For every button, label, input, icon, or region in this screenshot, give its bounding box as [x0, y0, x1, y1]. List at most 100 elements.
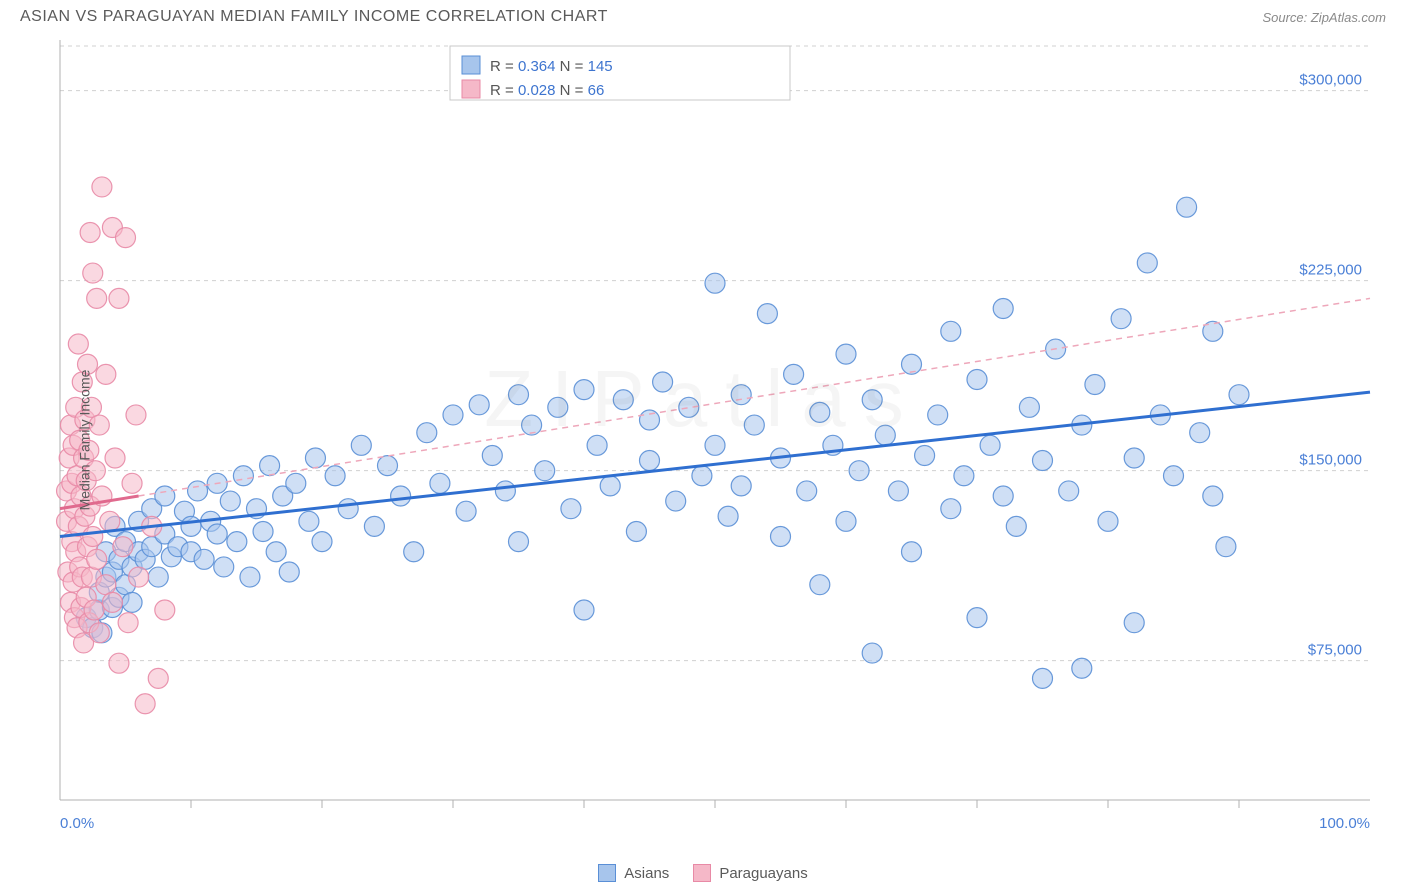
data-point	[122, 592, 142, 612]
data-point	[1033, 451, 1053, 471]
data-point	[404, 542, 424, 562]
stats-swatch	[462, 80, 480, 98]
stats-swatch	[462, 56, 480, 74]
data-point	[443, 405, 463, 425]
data-point	[1137, 253, 1157, 273]
data-point	[784, 364, 804, 384]
data-point	[430, 473, 450, 493]
data-point	[574, 380, 594, 400]
data-point	[83, 527, 103, 547]
data-point	[109, 653, 129, 673]
data-point	[96, 364, 116, 384]
data-point	[378, 456, 398, 476]
y-tick-label: $300,000	[1299, 72, 1362, 89]
data-point	[122, 473, 142, 493]
data-point	[495, 481, 515, 501]
data-point	[1177, 197, 1197, 217]
data-point	[148, 567, 168, 587]
source-prefix: Source:	[1262, 10, 1310, 25]
data-point	[312, 532, 332, 552]
data-point	[417, 423, 437, 443]
data-point	[148, 668, 168, 688]
data-point	[482, 445, 502, 465]
stats-row: R = 0.028 N = 66	[490, 82, 604, 99]
data-point	[666, 491, 686, 511]
data-point	[469, 395, 489, 415]
data-point	[902, 542, 922, 562]
data-point	[980, 435, 1000, 455]
data-point	[80, 223, 100, 243]
data-point	[84, 600, 104, 620]
data-point	[87, 549, 107, 569]
data-point	[1072, 658, 1092, 678]
data-point	[214, 557, 234, 577]
data-point	[810, 402, 830, 422]
data-point	[89, 623, 109, 643]
data-point	[1124, 613, 1144, 633]
data-point	[522, 415, 542, 435]
data-point	[155, 486, 175, 506]
series-asians	[76, 197, 1249, 688]
data-point	[967, 608, 987, 628]
data-point	[109, 288, 129, 308]
data-point	[100, 511, 120, 531]
correlation-scatter-chart: $75,000$150,000$225,000$300,0000.0%100.0…	[20, 30, 1386, 850]
data-point	[941, 321, 961, 341]
data-point	[771, 527, 791, 547]
x-end-label: 100.0%	[1319, 815, 1370, 832]
data-point	[1019, 397, 1039, 417]
data-point	[253, 521, 273, 541]
legend-label: Asians	[624, 865, 669, 882]
data-point	[126, 405, 146, 425]
data-point	[797, 481, 817, 501]
data-point	[548, 397, 568, 417]
data-point	[1164, 466, 1184, 486]
data-point	[535, 461, 555, 481]
data-point	[92, 177, 112, 197]
data-point	[731, 385, 751, 405]
data-point	[260, 456, 280, 476]
data-point	[116, 228, 136, 248]
data-point	[993, 299, 1013, 319]
x-start-label: 0.0%	[60, 815, 94, 832]
legend-swatch	[598, 864, 616, 882]
data-point	[626, 521, 646, 541]
data-point	[888, 481, 908, 501]
data-point	[155, 600, 175, 620]
data-point	[286, 473, 306, 493]
data-point	[351, 435, 371, 455]
data-point	[600, 476, 620, 496]
data-point	[967, 369, 987, 389]
data-point	[305, 448, 325, 468]
data-point	[587, 435, 607, 455]
data-point	[391, 486, 411, 506]
data-point	[118, 613, 138, 633]
legend-label: Paraguayans	[719, 865, 807, 882]
data-point	[574, 600, 594, 620]
series-legend: Asians Paraguayans	[0, 864, 1406, 882]
series-paraguayans	[57, 177, 175, 714]
data-point	[220, 491, 240, 511]
data-point	[194, 549, 214, 569]
data-point	[849, 461, 869, 481]
data-point	[509, 532, 529, 552]
data-point	[1111, 309, 1131, 329]
y-axis-label: Median Family Income	[76, 370, 92, 511]
data-point	[1229, 385, 1249, 405]
data-point	[757, 304, 777, 324]
source-name: ZipAtlas.com	[1311, 10, 1386, 25]
data-point	[96, 575, 116, 595]
y-tick-label: $225,000	[1299, 262, 1362, 279]
y-tick-label: $150,000	[1299, 452, 1362, 469]
data-point	[1085, 375, 1105, 395]
data-point	[993, 486, 1013, 506]
data-point	[129, 567, 149, 587]
data-point	[640, 410, 660, 430]
data-point	[266, 542, 286, 562]
data-point	[836, 344, 856, 364]
data-point	[338, 499, 358, 519]
data-point	[744, 415, 764, 435]
data-point	[810, 575, 830, 595]
data-point	[279, 562, 299, 582]
data-point	[135, 694, 155, 714]
